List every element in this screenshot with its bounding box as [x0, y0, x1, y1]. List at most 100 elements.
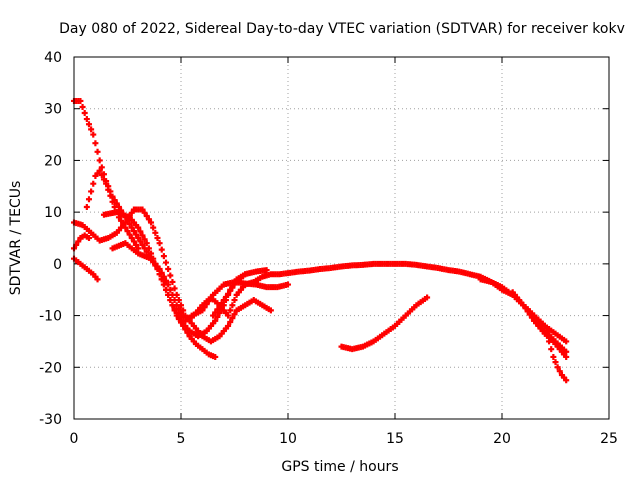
data-point [124, 228, 131, 235]
series-arc-11 [477, 276, 570, 384]
data-point [424, 294, 431, 301]
data-point [152, 229, 159, 236]
data-point [205, 298, 212, 305]
data-point [77, 97, 84, 104]
data-point [85, 196, 92, 203]
y-tick-label: -20 [39, 360, 62, 376]
data-point [128, 209, 135, 216]
data-point [83, 203, 90, 210]
series-arc-10 [338, 294, 431, 353]
data-point [160, 253, 167, 260]
data-point [94, 276, 101, 283]
x-tick-label: 20 [493, 431, 511, 447]
data-point [229, 284, 236, 291]
data-point [212, 317, 219, 324]
data-point [130, 228, 137, 235]
data-point [227, 307, 234, 314]
x-tick-label: 10 [279, 431, 297, 447]
data-point [85, 235, 92, 241]
data-point [563, 338, 570, 345]
data-point [128, 235, 135, 241]
data-point [92, 140, 99, 147]
data-point [178, 309, 184, 316]
data-point [216, 303, 223, 310]
data-point [111, 203, 118, 210]
data-point [133, 231, 140, 238]
series-arc-9 [210, 267, 270, 319]
data-point [150, 224, 157, 231]
data-point [214, 313, 221, 320]
data-point [75, 238, 82, 245]
data-point [207, 294, 214, 301]
data-point [107, 192, 114, 199]
data-point [171, 297, 178, 304]
plot-frame [73, 56, 610, 420]
data-point [225, 312, 232, 319]
data-point [156, 240, 163, 247]
data-point [175, 306, 182, 313]
data-point [79, 103, 86, 110]
data-point [214, 306, 221, 313]
data-point [165, 266, 172, 273]
data-point [103, 180, 110, 187]
data-point [526, 311, 533, 318]
data-point [90, 131, 97, 138]
data-point [267, 307, 274, 314]
data-point [139, 232, 146, 239]
data-point [169, 291, 176, 298]
chart-title: Day 080 of 2022, Sidereal Day-to-day VTE… [59, 21, 625, 37]
data-point [563, 353, 570, 360]
y-tick-label: 0 [53, 257, 62, 273]
series-arc-7 [109, 240, 570, 345]
data-point [141, 209, 148, 216]
series-arc-8 [188, 278, 291, 319]
data-point [122, 224, 129, 231]
data-point [139, 241, 146, 248]
series-arc-3 [71, 255, 101, 283]
data-point [143, 213, 150, 220]
data-point [98, 172, 105, 179]
data-point [139, 206, 146, 213]
data-point [180, 313, 187, 320]
data-point [143, 240, 150, 247]
data-point [120, 221, 127, 228]
data-point [83, 116, 90, 123]
data-point [548, 346, 555, 353]
data-point [201, 304, 208, 311]
data-point [128, 224, 135, 231]
data-point [163, 277, 170, 284]
x-tick-label: 15 [386, 431, 404, 447]
data-point [173, 302, 180, 309]
series-arc-5 [83, 167, 142, 252]
data-point [130, 238, 137, 245]
data-point [171, 285, 178, 292]
data-point [227, 319, 234, 326]
data-point [154, 235, 161, 241]
axis-ticks: 0 5 10 15 20 25 -30 -20 -10 0 10 20 30 40 [39, 50, 618, 447]
data-point [113, 200, 120, 207]
data-point [160, 273, 167, 280]
data-point [133, 241, 140, 248]
data-point [554, 364, 561, 371]
data-point [148, 219, 155, 226]
data-point [528, 314, 535, 321]
data-point [212, 353, 219, 360]
data-point [135, 235, 142, 241]
y-tick-label: 20 [44, 153, 62, 169]
data-point [158, 246, 165, 253]
data-point [285, 281, 291, 288]
data-point [552, 359, 559, 366]
data-point [137, 228, 144, 235]
data-point [222, 293, 229, 300]
data-point [145, 216, 152, 223]
data-point [220, 297, 227, 304]
plot-area [71, 97, 570, 384]
data-point [135, 224, 142, 231]
data-point [524, 308, 531, 315]
x-axis-label: GPS time / hours [281, 459, 398, 475]
data-point [522, 305, 529, 312]
data-point [141, 236, 148, 243]
y-tick-label: 30 [44, 102, 62, 118]
data-point [145, 245, 152, 252]
